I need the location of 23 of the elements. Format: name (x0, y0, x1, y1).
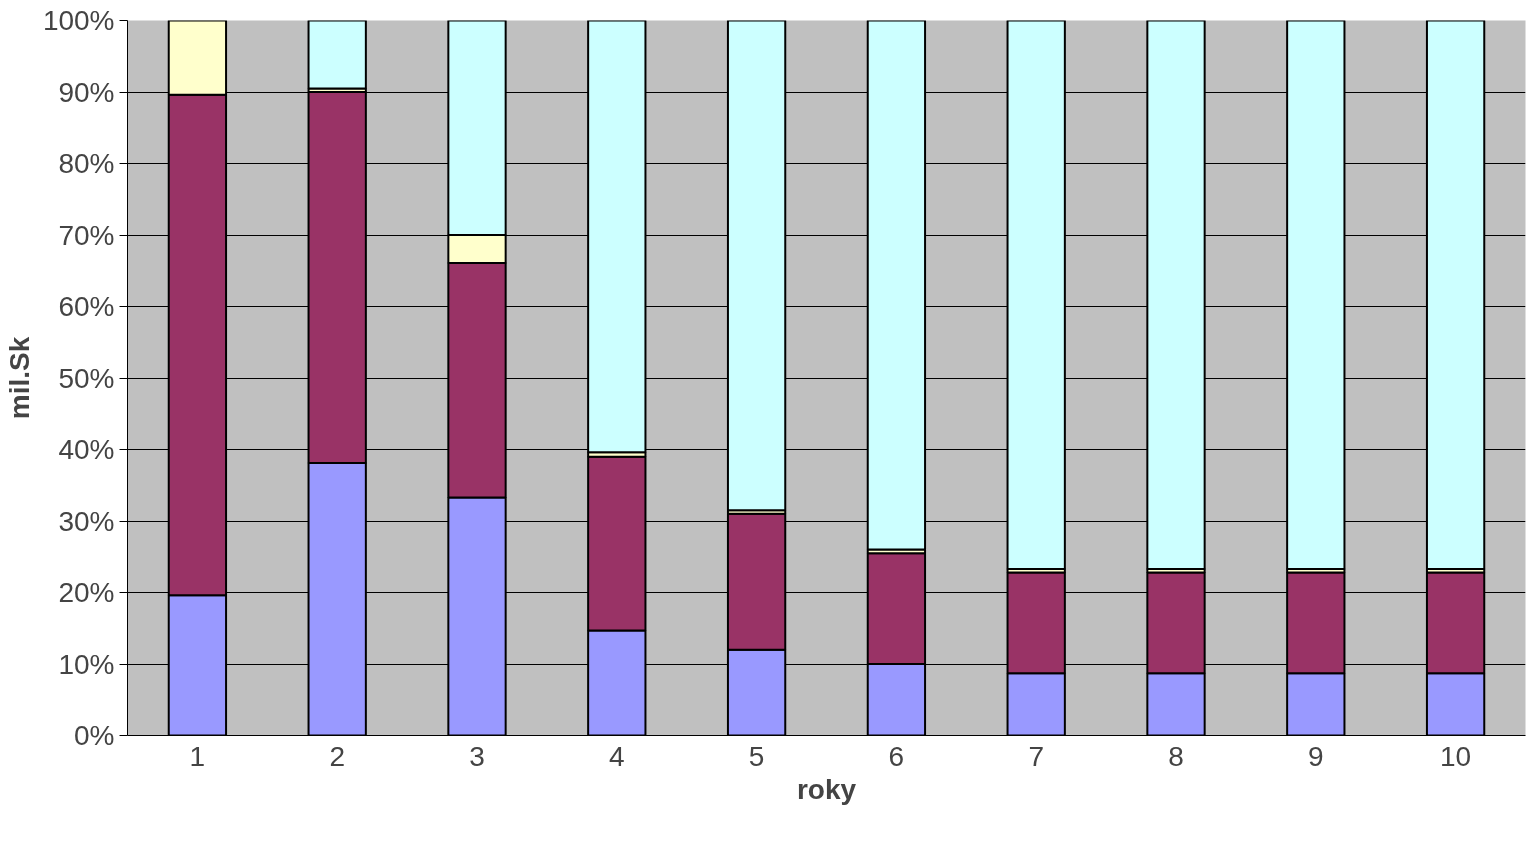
x-axis-title: roky (796, 773, 857, 805)
y-tick-label: 100% (42, 5, 115, 36)
x-tick-label: 5 (748, 740, 765, 772)
y-tick-label: 0% (74, 720, 115, 751)
y-tick-label: 70% (58, 219, 115, 251)
y-tick-label: 20% (58, 577, 115, 608)
y-tick-label: 40% (58, 434, 115, 465)
x-tick-label: 7 (1028, 740, 1044, 772)
y-tick-label: 60% (58, 291, 115, 322)
x-tick-label: 1 (189, 740, 206, 772)
y-tick-label: 80% (58, 148, 115, 179)
y-tick-label: 90% (58, 76, 115, 108)
x-tick-label: 2 (329, 740, 345, 772)
x-tick-label: 8 (1168, 740, 1184, 772)
y-tick-label: 10% (58, 648, 115, 680)
y-tick-label: 50% (58, 362, 115, 394)
x-tick-label: 4 (609, 740, 625, 772)
y-tick-label: 30% (58, 505, 115, 537)
x-tick-label: 9 (1308, 740, 1324, 772)
x-tick-label: 6 (888, 740, 905, 772)
y-axis-title: mil.Sk (3, 336, 35, 420)
x-tick-label: 10 (1440, 740, 1472, 772)
x-tick-label: 3 (469, 740, 485, 772)
